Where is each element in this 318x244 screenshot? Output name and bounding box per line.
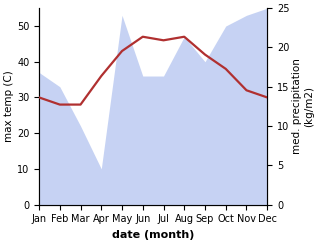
Y-axis label: med. precipitation
(kg/m2): med. precipitation (kg/m2) (292, 58, 314, 154)
X-axis label: date (month): date (month) (112, 230, 194, 240)
Y-axis label: max temp (C): max temp (C) (4, 71, 14, 142)
